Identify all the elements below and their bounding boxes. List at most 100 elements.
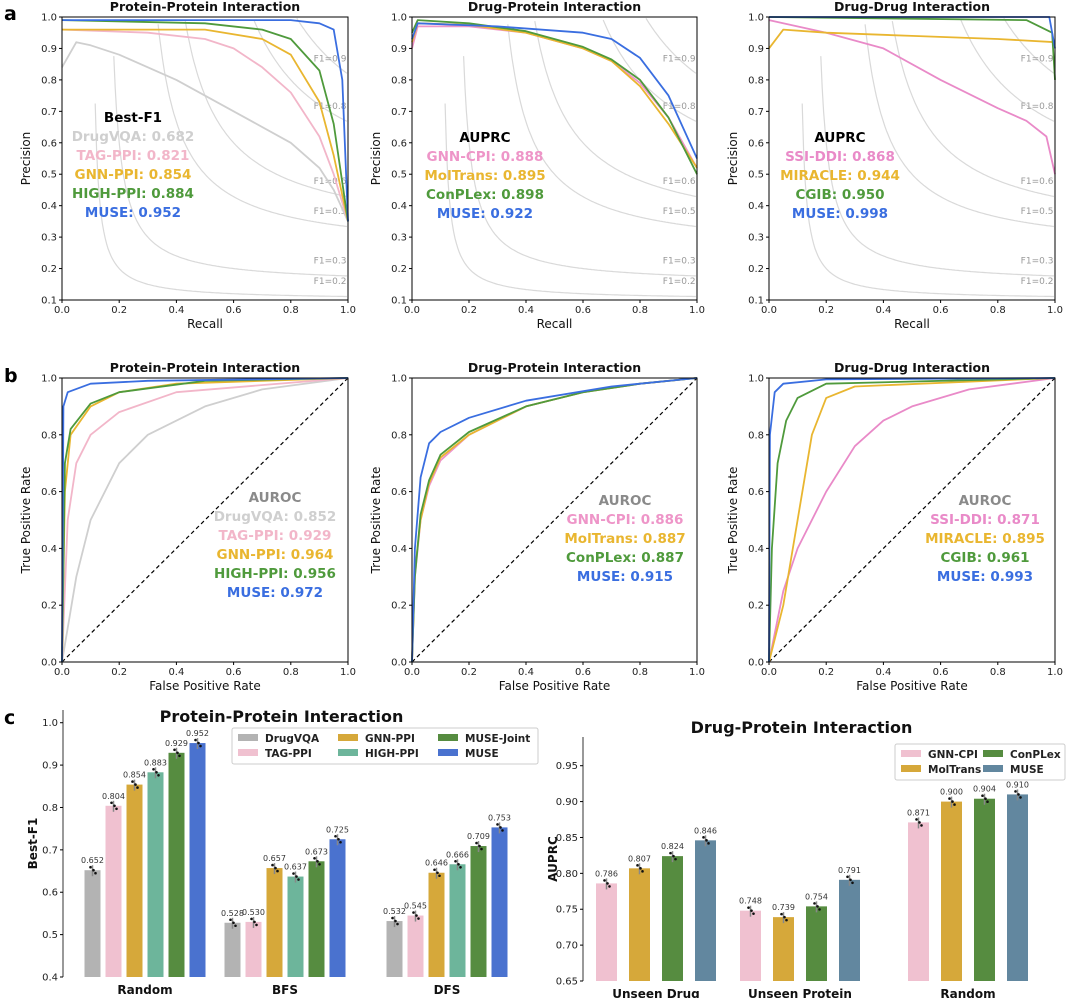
- annotation-miracle: MIRACLE: 0.895: [925, 531, 1045, 547]
- replicate-point: [94, 871, 97, 875]
- annotation-tag-ppi: TAG-PPI: 0.929: [219, 528, 332, 544]
- x-tick-label: 0.0: [404, 667, 420, 678]
- series-line-muse: [769, 16, 1056, 49]
- y-tick-label: 0.2: [41, 264, 57, 275]
- bar-value-label: 0.754: [805, 892, 828, 901]
- line-chart-4: Drug-Protein Interaction 0.0 0.2 0.4 0.6 0.8 1…: [369, 360, 705, 693]
- iso-f1-curve: [864, 24, 1054, 228]
- iso-f1-label: F1=0.9: [1021, 55, 1054, 65]
- iso-f1-label: F1=0.2: [1021, 277, 1054, 287]
- y-tick-label: 1.0: [748, 13, 764, 24]
- replicate-point: [608, 885, 611, 888]
- x-axis-label: False Positive Rate: [856, 679, 968, 693]
- iso-f1-label: F1=0.9: [663, 55, 696, 65]
- bar-tag-ppi: [245, 921, 262, 977]
- replicate-point: [783, 915, 786, 919]
- bar-high-ppi: [147, 772, 164, 977]
- bar-value-label: 0.804: [102, 792, 125, 801]
- bar-value-label: 0.846: [694, 826, 717, 835]
- x-tick-label: 0.6: [933, 305, 949, 316]
- replicate-point: [785, 918, 788, 922]
- y-tick-label: 0.5: [391, 170, 407, 181]
- x-tick-label: 1.0: [689, 667, 705, 678]
- line-chart-3: Protein-Protein Interaction 0.0 0.2 0.4 0.6 0…: [19, 360, 356, 693]
- annotation-drugvqa: DrugVQA: 0.682: [72, 129, 195, 145]
- legend-swatch: [901, 765, 921, 772]
- bar-value-label: 0.807: [628, 854, 651, 863]
- x-tick-label: 0.2: [461, 667, 477, 678]
- x-tick-label: 1.0: [1047, 305, 1063, 316]
- bar-muse: [491, 827, 508, 977]
- y-axis-label: Precision: [369, 132, 383, 186]
- x-category-label: Unseen Drug: [612, 987, 699, 998]
- bar-moltrans: [941, 801, 962, 981]
- x-category-label: DFS: [434, 983, 461, 997]
- replicate-point: [253, 920, 256, 924]
- iso-f1-label: F1=0.9: [314, 55, 347, 65]
- x-tick-label: 0.4: [875, 305, 891, 316]
- iso-f1-curve: [1003, 17, 1055, 74]
- legend-label-gnn-cpi: GNN-CPI: [928, 749, 978, 761]
- line-chart-1: Drug-Protein Interaction F1=0.2 F1=0.3 F1=0…: [369, 0, 705, 331]
- x-tick-label: 0.8: [632, 667, 648, 678]
- replicate-point: [948, 797, 951, 800]
- y-tick-label: 0.6: [41, 487, 57, 498]
- replicate-point: [1014, 790, 1017, 793]
- series-line-conplex: [411, 19, 698, 175]
- bar-drugvqa: [84, 870, 101, 977]
- y-tick-label: 0.90: [556, 797, 578, 808]
- replicate-point: [915, 818, 918, 821]
- annotation-moltrans: MolTrans: 0.895: [424, 168, 545, 184]
- bar-value-label: 0.530: [242, 908, 265, 917]
- bar-muse-joint: [168, 752, 185, 977]
- replicate-point: [750, 909, 753, 912]
- y-tick-label: 0.95: [556, 761, 578, 772]
- legend-label-conplex: ConPLex: [1010, 749, 1061, 761]
- panel-label-b: b: [4, 365, 18, 387]
- iso-f1-curve: [463, 56, 696, 277]
- x-tick-label: 0.6: [933, 667, 949, 678]
- replicate-point: [89, 865, 92, 869]
- replicate-point: [173, 748, 176, 752]
- y-tick-label: 0.2: [391, 601, 407, 612]
- annotation-cgib: CGIB: 0.950: [795, 187, 884, 203]
- bar-gnn-ppi: [428, 872, 445, 977]
- annotation-title: AUROC: [599, 493, 652, 509]
- y-tick-label: 0.8: [391, 430, 407, 441]
- y-axis-label: Best-F1: [26, 818, 40, 870]
- iso-f1-label: F1=0.8: [314, 102, 347, 112]
- legend-swatch: [438, 734, 458, 741]
- bar-tag-ppi: [105, 805, 122, 977]
- replicate-point: [337, 837, 340, 841]
- x-axis-label: False Positive Rate: [149, 679, 261, 693]
- x-tick-label: 1.0: [1047, 667, 1063, 678]
- y-tick-label: 0.0: [748, 658, 764, 669]
- iso-f1-curve: [645, 17, 697, 74]
- replicate-point: [705, 839, 708, 842]
- replicate-point: [152, 768, 155, 771]
- replicate-point: [295, 875, 298, 878]
- replicate-point: [250, 917, 253, 921]
- bar-value-label: 0.904: [973, 785, 996, 794]
- y-tick-label: 0.9: [391, 44, 407, 55]
- series-line-muse: [411, 22, 698, 159]
- replicate-point: [846, 875, 849, 879]
- x-tick-label: 0.4: [518, 667, 534, 678]
- legend-swatch: [983, 750, 1003, 757]
- bar-conplex: [974, 798, 995, 981]
- y-tick-label: 0.4: [748, 201, 764, 212]
- bar-value-label: 0.532: [383, 907, 406, 916]
- replicate-point: [636, 864, 639, 867]
- replicate-point: [134, 783, 137, 786]
- annotation-muse: MUSE: 0.972: [227, 585, 323, 601]
- bar-muse: [839, 879, 860, 981]
- replicate-point: [297, 878, 300, 881]
- bar-value-label: 0.725: [326, 825, 349, 834]
- iso-f1-label: F1=0.6: [314, 177, 347, 187]
- iso-f1-label: F1=0.5: [663, 207, 696, 217]
- y-tick-label: 0.2: [391, 264, 407, 275]
- y-tick-label: 0.7: [42, 845, 58, 856]
- y-tick-label: 0.6: [41, 138, 57, 149]
- iso-f1-label: F1=0.5: [314, 207, 347, 217]
- series-line-gnn-ppi: [62, 28, 349, 222]
